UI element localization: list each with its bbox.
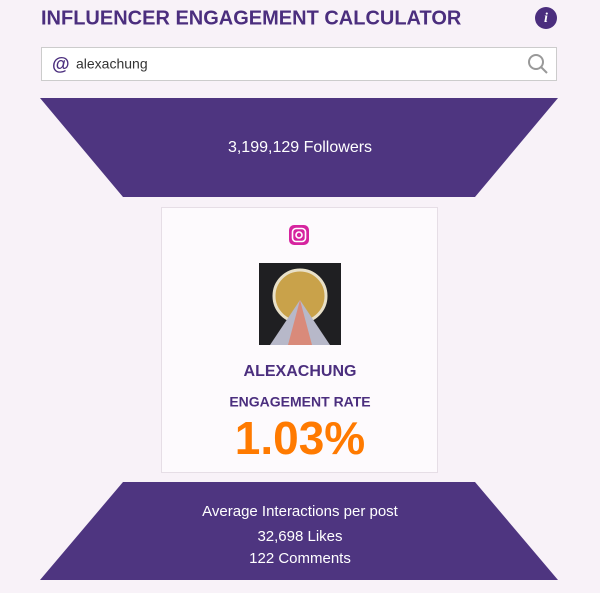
comments-count: 122 Comments — [249, 550, 351, 567]
info-button[interactable]: i — [535, 7, 557, 29]
followers-count: 3,199,129 Followers — [228, 139, 372, 156]
page-title: INFLUENCER ENGAGEMENT CALCULATOR — [41, 7, 462, 29]
info-icon[interactable] — [535, 7, 557, 29]
instagram-bg — [289, 225, 309, 245]
interactions-label: Average Interactions per post — [202, 503, 399, 520]
search-input[interactable]: alexachung — [76, 56, 148, 72]
profile-image — [259, 263, 341, 345]
search-box[interactable] — [41, 47, 557, 81]
search-icon-handle — [540, 66, 548, 74]
profile-username: ALEXACHUNG — [244, 363, 357, 380]
search-button[interactable] — [528, 54, 548, 74]
likes-count: 32,698 Likes — [257, 528, 342, 545]
search-icon[interactable] — [528, 54, 544, 70]
followers-banner — [40, 98, 558, 197]
instagram-frame — [291, 227, 307, 243]
instagram-lens — [295, 231, 303, 239]
search-prefix: @ — [52, 54, 70, 74]
engagement-label: ENGAGEMENT RATE — [229, 394, 370, 410]
instagram-icon — [289, 225, 309, 245]
interactions-banner — [40, 482, 558, 580]
image-ray-center — [288, 300, 312, 345]
engagement-rate: 1.03% — [235, 412, 365, 464]
info-glyph: i — [544, 11, 548, 26]
